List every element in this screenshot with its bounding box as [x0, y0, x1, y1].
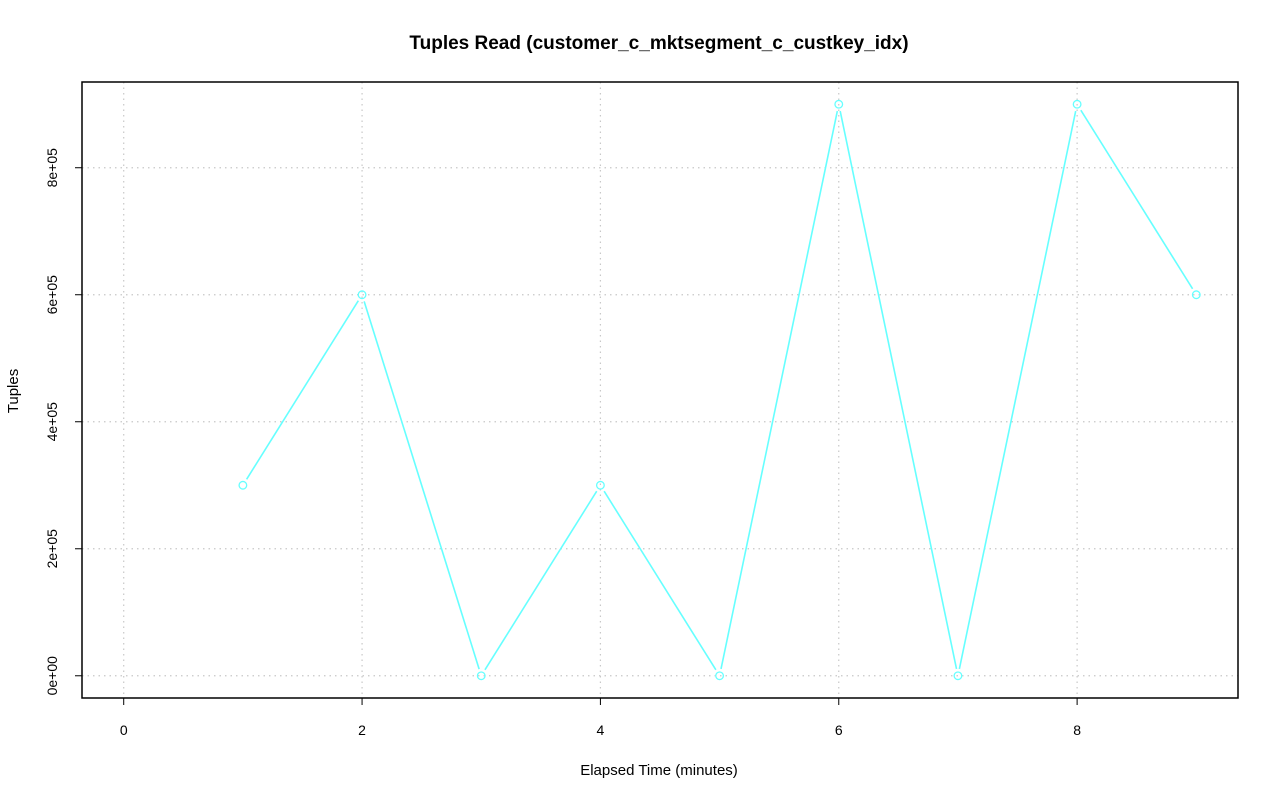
series-line-segment: [839, 110, 958, 670]
plot-frame: [81, 81, 1239, 699]
series-line-segment: [958, 110, 1077, 670]
chart-title: Tuples Read (customer_c_mktsegment_c_cus…: [409, 33, 908, 54]
series-line-segment: [363, 301, 480, 670]
data-point: [357, 290, 367, 300]
y-tick-label: 2e+05: [44, 529, 60, 569]
series-line-segment: [1080, 109, 1194, 290]
y-tick-label: 6e+05: [44, 275, 60, 315]
x-tick-label: 8: [1073, 722, 1081, 738]
x-tick-label: 0: [120, 722, 128, 738]
data-point: [1072, 99, 1082, 109]
grid: [82, 82, 1238, 698]
x-axis: 0 2 4 6 8: [120, 698, 1081, 738]
x-tick-label: 4: [597, 722, 605, 738]
data-point: [595, 480, 605, 490]
series-layer: [238, 99, 1201, 681]
data-point: [1191, 290, 1201, 300]
data-point: [476, 671, 486, 681]
series-line-segment: [484, 490, 598, 671]
x-axis-label: Elapsed Time (minutes): [580, 762, 738, 779]
x-tick-label: 2: [358, 722, 366, 738]
data-point: [715, 671, 725, 681]
y-axis-label: Tuples: [5, 369, 22, 413]
x-tick-label: 6: [835, 722, 843, 738]
series-line-segment: [603, 490, 717, 671]
data-point: [238, 480, 248, 490]
series-line-segment: [720, 110, 839, 670]
y-tick-label: 8e+05: [44, 148, 60, 188]
data-point: [953, 671, 963, 681]
y-axis: 0e+00 2e+05 4e+05 6e+05 8e+05: [44, 148, 82, 696]
series-line-segment: [245, 300, 360, 480]
y-tick-label: 4e+05: [44, 402, 60, 442]
data-point: [834, 99, 844, 109]
y-tick-label: 0e+00: [44, 656, 60, 696]
